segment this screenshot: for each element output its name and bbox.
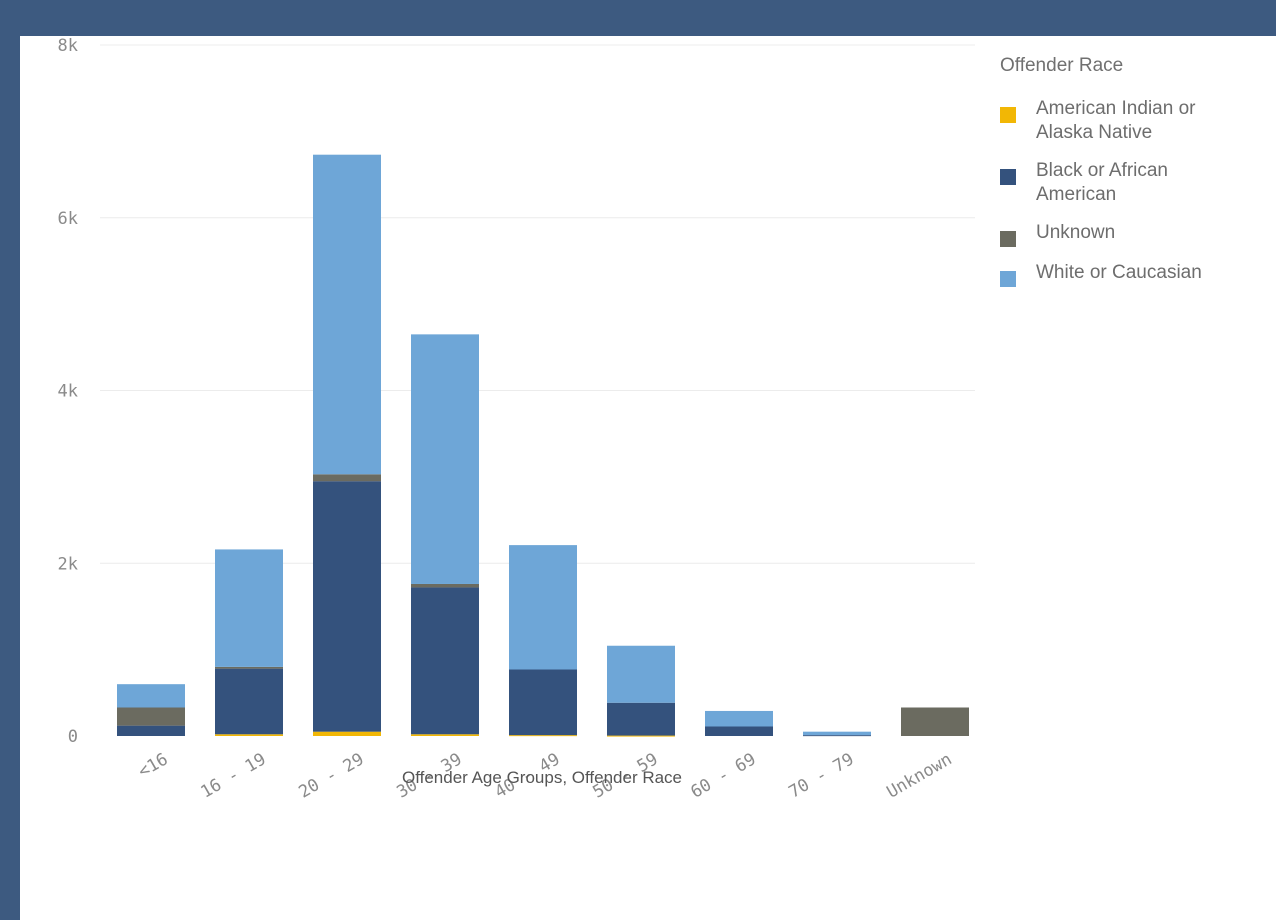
- bar-segment[interactable]: [215, 549, 283, 667]
- bar-segment[interactable]: [607, 702, 675, 736]
- bar-segment[interactable]: [313, 154, 381, 475]
- bar-segment[interactable]: [215, 668, 283, 735]
- bar-segment[interactable]: [313, 731, 381, 736]
- legend-label: White or Caucasian: [1036, 262, 1202, 283]
- left-bar: [0, 0, 20, 920]
- bar-segment[interactable]: [705, 726, 773, 736]
- y-axis-ticks: 0 2k 4k 6k 8k: [58, 36, 78, 747]
- bar-segment[interactable]: [117, 707, 185, 726]
- legend-label: Black or African American: [1036, 160, 1168, 205]
- bar-segment[interactable]: [509, 669, 577, 736]
- legend-item-black[interactable]: Black or African American: [1000, 159, 1260, 207]
- legend-swatch: [1000, 271, 1016, 287]
- legend-swatch: [1000, 107, 1016, 123]
- bar-segment[interactable]: [411, 734, 479, 736]
- y-tick-label: 0: [68, 727, 78, 747]
- y-tick-label: 6k: [58, 209, 78, 229]
- gridlines: [100, 44, 975, 564]
- legend: Offender Race American Indian or Alaska …: [1000, 55, 1260, 301]
- bar-segment[interactable]: [117, 684, 185, 708]
- legend-title: Offender Race: [1000, 55, 1124, 76]
- x-tick-label: 16 - 19: [197, 749, 269, 802]
- bar-segment[interactable]: [215, 734, 283, 736]
- legend-item-unknown[interactable]: Unknown: [1000, 221, 1260, 247]
- bar-segment[interactable]: [411, 583, 479, 588]
- x-tick-label: 60 - 69: [687, 749, 759, 802]
- y-tick-label: 2k: [58, 554, 78, 574]
- bars: [117, 154, 969, 737]
- bar-segment[interactable]: [901, 707, 969, 736]
- bar-segment[interactable]: [607, 645, 675, 703]
- legend-swatch: [1000, 169, 1016, 185]
- bar-segment[interactable]: [803, 731, 871, 736]
- bar-segment[interactable]: [313, 481, 381, 732]
- legend-label: Unknown: [1036, 222, 1116, 243]
- top-bar: [0, 0, 1276, 36]
- x-tick-label: <16: [135, 749, 172, 782]
- bar-segment[interactable]: [509, 735, 577, 737]
- bar-segment[interactable]: [313, 474, 381, 482]
- bar-segment[interactable]: [117, 725, 185, 736]
- y-tick-label: 4k: [58, 382, 78, 402]
- legend-item-white[interactable]: White or Caucasian: [1000, 261, 1260, 287]
- legend-item-american-indian[interactable]: American Indian or Alaska Native: [1000, 97, 1260, 145]
- x-tick-label: 20 - 29: [295, 749, 367, 802]
- x-tick-label: 70 - 79: [785, 749, 857, 802]
- bar-segment[interactable]: [509, 545, 577, 670]
- bar-segment[interactable]: [803, 735, 871, 737]
- legend-label: American Indian or Alaska Native: [1036, 98, 1196, 143]
- bar-segment[interactable]: [215, 666, 283, 669]
- bar-segment[interactable]: [705, 710, 773, 727]
- bar-segment[interactable]: [607, 735, 675, 737]
- legend-swatch: [1000, 231, 1016, 247]
- bar-segment[interactable]: [411, 587, 479, 735]
- x-axis-title: Offender Age Groups, Offender Race: [402, 768, 682, 787]
- bar-segment[interactable]: [411, 334, 479, 584]
- x-tick-label: Unknown: [883, 749, 955, 802]
- y-tick-label: 8k: [58, 36, 78, 56]
